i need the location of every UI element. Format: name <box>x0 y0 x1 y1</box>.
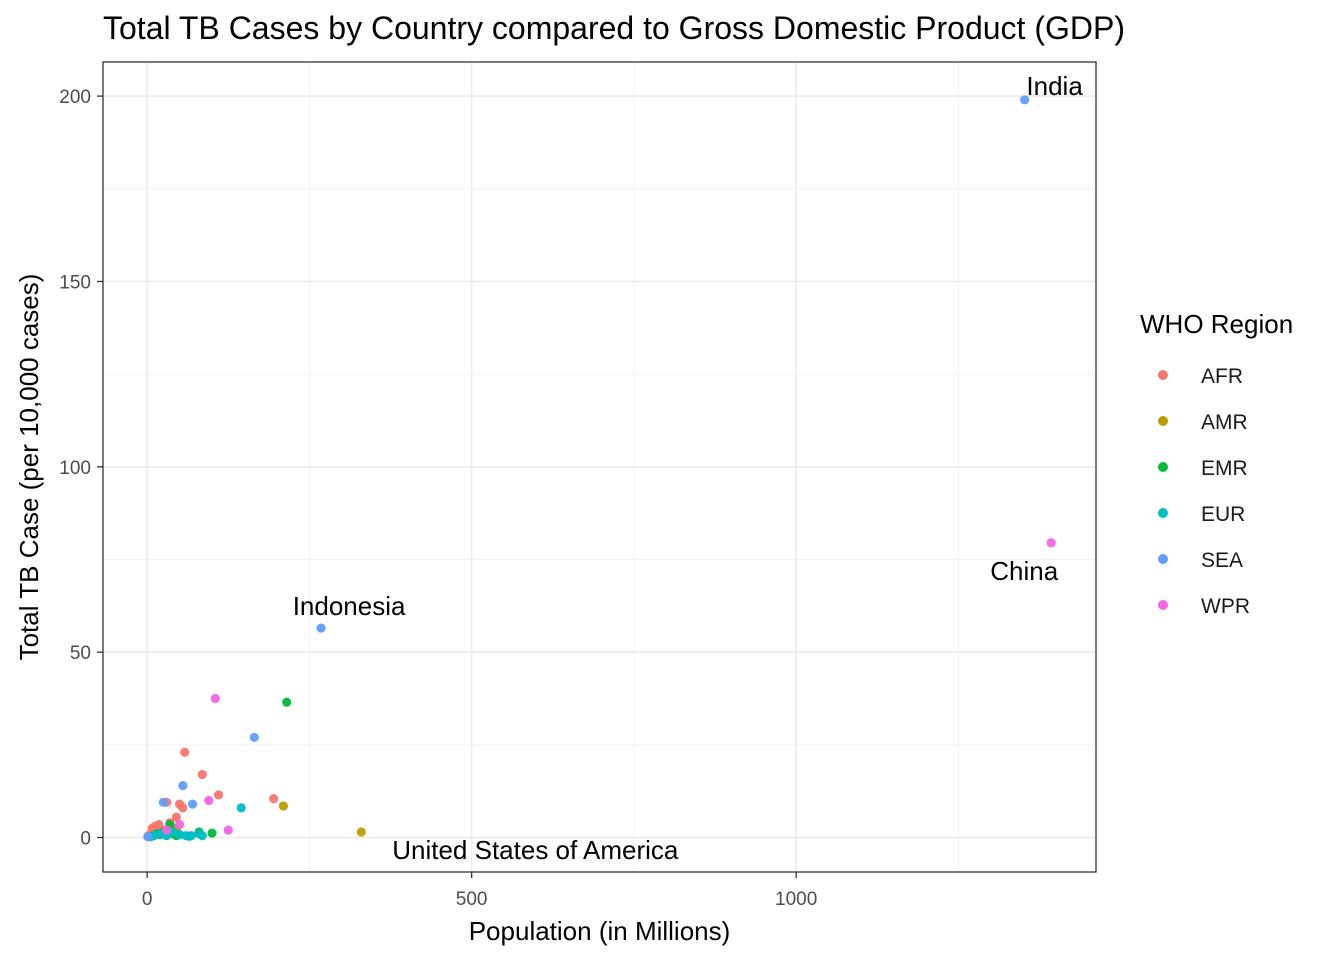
point-label: India <box>1026 71 1083 101</box>
y-tick-label: 0 <box>80 829 91 850</box>
data-point-sea <box>143 832 153 842</box>
data-point-sea <box>187 799 198 809</box>
data-point-sea <box>158 797 168 807</box>
grid-layer <box>103 62 1096 872</box>
data-point-wpr <box>174 819 185 830</box>
data-point-emr <box>282 697 292 707</box>
y-tick-label: 200 <box>59 87 91 108</box>
data-point-wpr <box>204 795 214 806</box>
data-point-sea <box>316 623 326 633</box>
data-point-wpr <box>223 825 233 835</box>
data-point-wpr <box>162 825 172 835</box>
legend: WHO Region AFR AMR EMR EUR SEA WPR <box>1140 309 1293 618</box>
data-point-sea <box>178 781 188 791</box>
data-point-afr <box>171 812 181 822</box>
data-point-afr <box>180 747 190 757</box>
legend-title: WHO Region <box>1140 309 1293 339</box>
legend-key-emr <box>1158 462 1168 472</box>
x-tick-label: 500 <box>456 889 488 910</box>
data-point-eur <box>197 831 207 841</box>
data-point-wpr <box>210 693 220 704</box>
y-axis-title: Total TB Case (per 10,000 cases) <box>14 274 44 661</box>
data-point-afr <box>197 769 207 780</box>
ticks-layer: 0 500 1000 0 50 100 150 200 <box>59 87 817 910</box>
data-point-sea <box>1020 95 1030 105</box>
data-point-wpr <box>1046 538 1056 548</box>
x-tick-label: 0 <box>142 889 153 910</box>
legend-key-eur <box>1158 508 1168 518</box>
x-tick-label: 1000 <box>775 889 817 910</box>
point-label: China <box>990 556 1058 586</box>
legend-label: AMR <box>1201 411 1248 434</box>
legend-label: SEA <box>1201 549 1243 572</box>
point-label: Indonesia <box>293 591 406 621</box>
legend-key-amr <box>1158 416 1168 426</box>
y-tick-label: 100 <box>59 458 91 479</box>
legend-label: WPR <box>1201 595 1250 618</box>
data-point-eur <box>236 803 246 813</box>
points-layer <box>143 95 1056 842</box>
x-axis-title: Population (in Millions) <box>469 916 731 946</box>
legend-key-afr <box>1158 370 1168 380</box>
data-point-afr <box>178 803 188 813</box>
data-point-eur <box>186 831 196 841</box>
legend-key-wpr <box>1158 600 1168 610</box>
point-label: United States of America <box>392 835 679 865</box>
data-point-sea <box>249 732 259 743</box>
chart-title: Total TB Cases by Country compared to Gr… <box>103 10 1125 46</box>
data-point-emr <box>207 828 217 838</box>
data-point-amr <box>356 827 366 837</box>
y-tick-label: 50 <box>70 643 91 664</box>
point-labels-layer: India China Indonesia United States of Amer… <box>293 71 1084 865</box>
legend-key-sea <box>1158 554 1168 564</box>
legend-label: EMR <box>1201 457 1248 480</box>
legend-label: AFR <box>1201 365 1243 388</box>
data-point-afr <box>269 793 279 804</box>
data-point-afr <box>213 790 224 800</box>
legend-label: EUR <box>1201 503 1245 526</box>
y-tick-label: 150 <box>59 272 91 293</box>
data-point-amr <box>278 801 289 811</box>
